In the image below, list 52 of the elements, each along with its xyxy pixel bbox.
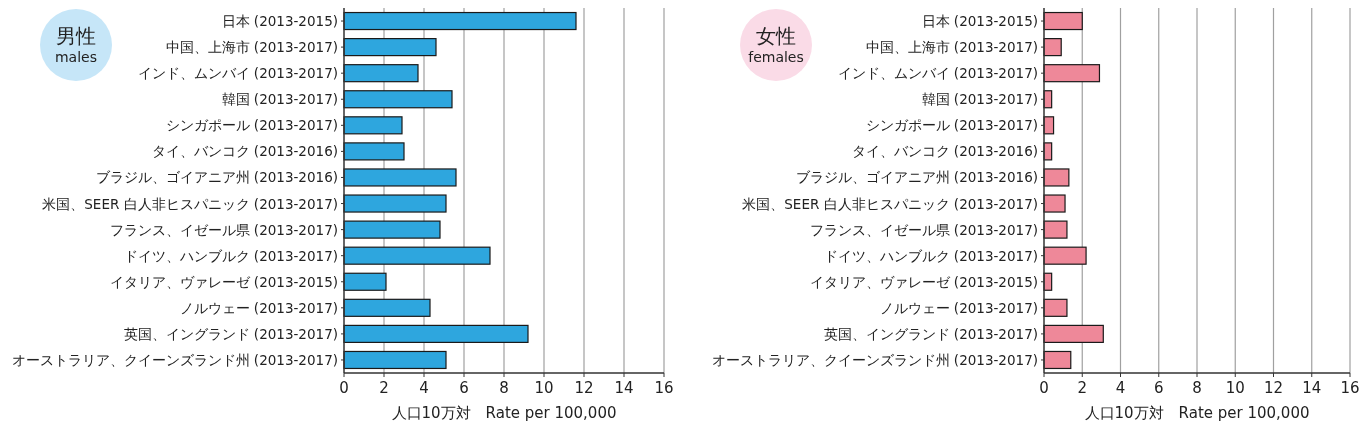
y-tick-label: ブラジル、ゴイアニア州 (2013-2016) <box>795 169 1038 186</box>
y-tick-label: シンガポール (2013-2017) <box>865 117 1038 134</box>
y-tick-label: 中国、上海市 (2013-2017) <box>865 39 1038 56</box>
y-tick-label: タイ、バンコク (2013-2016) <box>151 143 338 160</box>
y-tick-label: 中国、上海市 (2013-2017) <box>165 39 338 56</box>
x-tick-label: 0 <box>1039 379 1049 397</box>
y-tick-label: フランス、イゼール県 (2013-2017) <box>109 221 338 238</box>
x-tick-label: 10 <box>534 379 554 397</box>
text: females <box>748 49 804 65</box>
x-tick-label: 8 <box>499 379 509 397</box>
y-tick-label: 韓国 (2013-2017) <box>921 91 1038 108</box>
x-tick-label: 2 <box>379 379 389 397</box>
y-tick-label: インド、ムンバイ (2013-2017) <box>137 65 338 82</box>
x-tick-label: 16 <box>1340 379 1360 397</box>
y-tick-label: ドイツ、ハンブルク (2013-2017) <box>123 247 338 264</box>
text: 女性 <box>756 24 796 48</box>
y-tick-label: ドイツ、ハンブルク (2013-2017) <box>823 247 1038 264</box>
x-tick-label: 16 <box>654 379 674 397</box>
y-tick-label: イタリア、ヴァレーゼ (2013-2015) <box>109 273 338 290</box>
y-tick-label: 日本 (2013-2015) <box>221 13 338 30</box>
x-tick-label: 4 <box>1115 379 1126 397</box>
text: 男性 <box>56 24 96 48</box>
y-tick-label: フランス、イゼール県 (2013-2017) <box>809 221 1038 238</box>
x-tick-label: 12 <box>574 379 594 397</box>
y-tick-label: オーストラリア、クイーンズランド州 (2013-2017) <box>711 351 1038 368</box>
y-tick-label: 米国、SEER 白人非ヒスパニック (2013-2017) <box>742 195 1038 212</box>
x-tick-label: 14 <box>614 379 634 397</box>
y-tick-label: 英国、イングランド (2013-2017) <box>123 325 338 342</box>
x-tick-label: 2 <box>1077 379 1088 397</box>
x-tick-label: 6 <box>1153 379 1164 397</box>
y-tick-label: タイ、バンコク (2013-2016) <box>851 143 1038 160</box>
y-tick-label: 日本 (2013-2015) <box>921 13 1038 30</box>
x-tick-label: 14 <box>1302 379 1322 397</box>
y-tick-label: インド、ムンバイ (2013-2017) <box>837 65 1038 82</box>
y-tick-label: ノルウェー (2013-2017) <box>179 299 338 316</box>
x-tick-label: 12 <box>1263 379 1284 397</box>
y-tick-label: ノルウェー (2013-2017) <box>879 299 1038 316</box>
y-tick-label: ブラジル、ゴイアニア州 (2013-2016) <box>95 169 338 186</box>
y-tick-label: 米国、SEER 白人非ヒスパニック (2013-2017) <box>42 195 338 212</box>
x-tick-label: 0 <box>339 379 349 397</box>
x-tick-label: 8 <box>1192 379 1202 397</box>
x-axis-title: 人口10万対 Rate per 100,000 <box>1084 404 1310 422</box>
text: males <box>54 49 98 65</box>
y-tick-label: イタリア、ヴァレーゼ (2013-2015) <box>809 273 1038 290</box>
y-tick-label: 英国、イングランド (2013-2017) <box>823 325 1038 342</box>
x-tick-label: 6 <box>459 379 469 397</box>
x-tick-label: 4 <box>419 379 429 397</box>
y-tick-label: シンガポール (2013-2017) <box>165 117 338 134</box>
x-tick-label: 10 <box>1225 379 1245 397</box>
y-tick-label: 韓国 (2013-2017) <box>221 91 338 108</box>
x-axis-title: 人口10万対 Rate per 100,000 <box>391 404 617 422</box>
y-tick-label: オーストラリア、クイーンズランド州 (2013-2017) <box>11 351 338 368</box>
